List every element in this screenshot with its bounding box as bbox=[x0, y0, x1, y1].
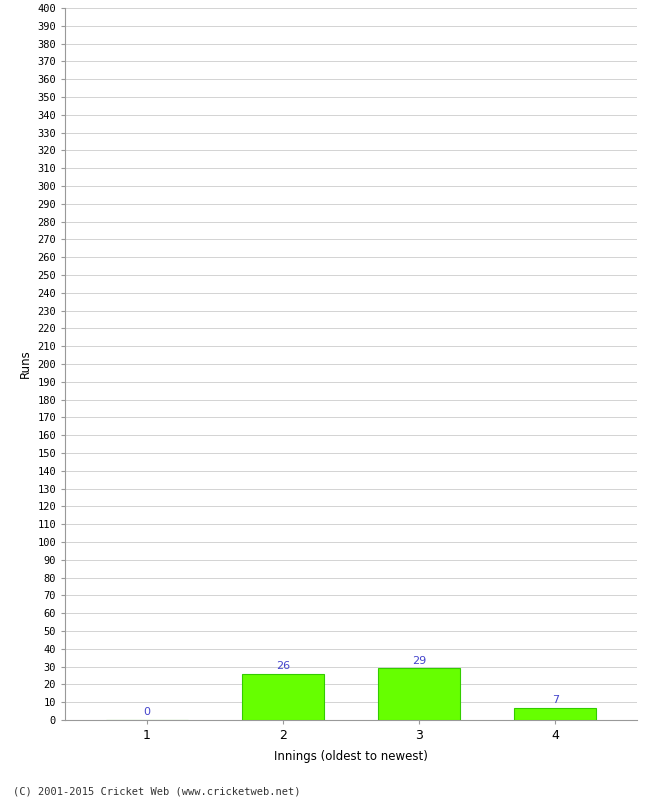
X-axis label: Innings (oldest to newest): Innings (oldest to newest) bbox=[274, 750, 428, 763]
Bar bbox=[378, 668, 460, 720]
Text: 0: 0 bbox=[143, 707, 150, 718]
Text: (C) 2001-2015 Cricket Web (www.cricketweb.net): (C) 2001-2015 Cricket Web (www.cricketwe… bbox=[13, 786, 300, 796]
Bar bbox=[242, 674, 324, 720]
Y-axis label: Runs: Runs bbox=[19, 350, 32, 378]
Text: 29: 29 bbox=[412, 656, 426, 666]
Text: 7: 7 bbox=[552, 695, 559, 705]
Bar bbox=[514, 707, 596, 720]
Text: 26: 26 bbox=[276, 661, 290, 671]
